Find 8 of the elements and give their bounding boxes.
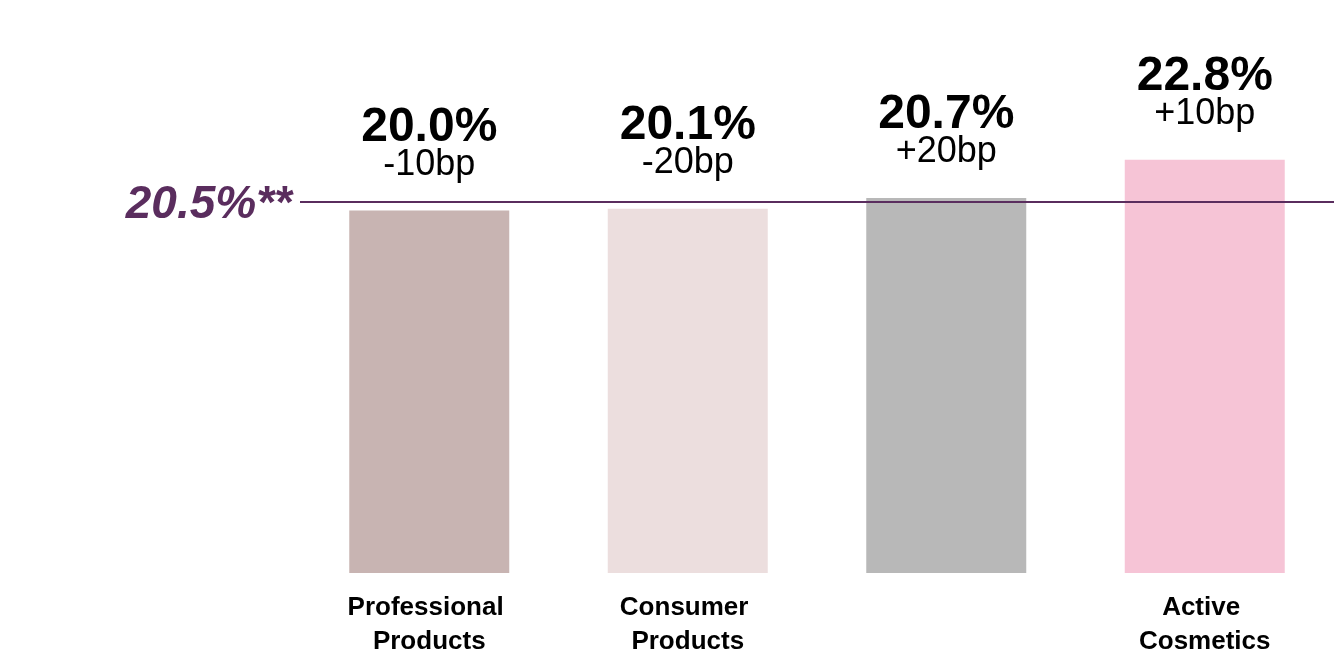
bar	[866, 197, 1027, 573]
x-tick-label: Consumer Products	[619, 591, 756, 655]
bar	[349, 210, 510, 573]
bar	[607, 208, 768, 573]
x-tick-label: Active Cosmetics	[1139, 591, 1271, 655]
ref-line-label: 20.5%**	[124, 175, 295, 228]
x-tick-label: Professional Products	[347, 591, 511, 655]
bar	[1124, 159, 1285, 573]
